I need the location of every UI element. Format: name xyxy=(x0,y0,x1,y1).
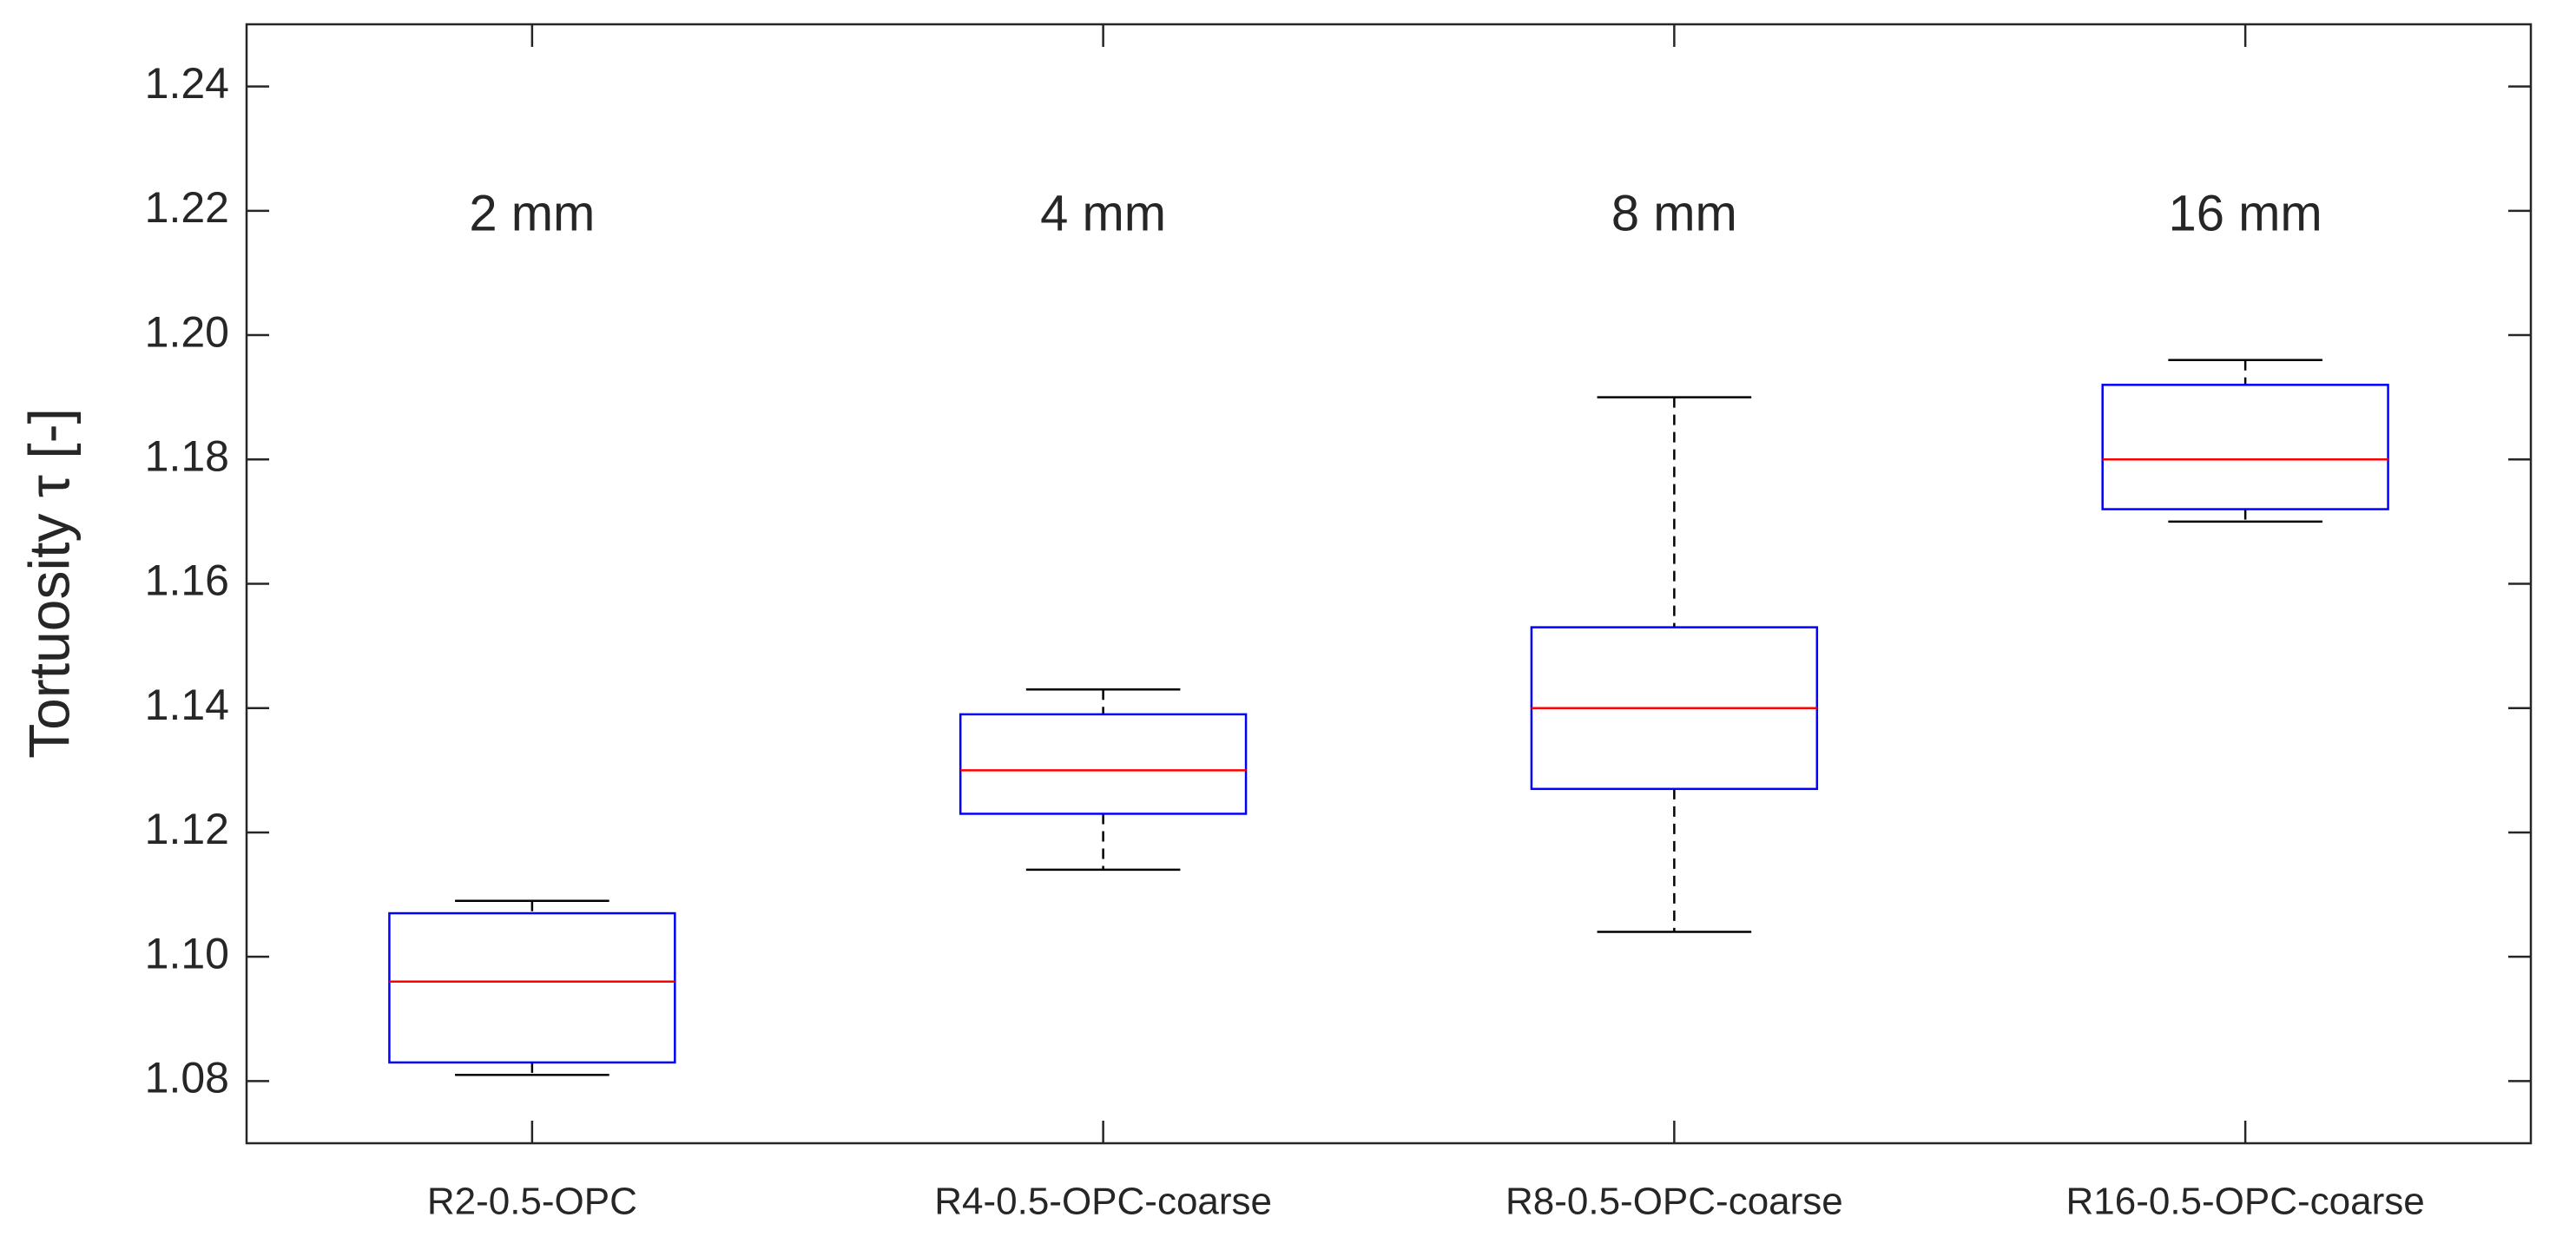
y-tick-label: 1.16 xyxy=(145,556,229,605)
x-tick-label: R2-0.5-OPC xyxy=(427,1181,637,1223)
annotation: 2 mm xyxy=(469,185,595,241)
x-tick-label: R4-0.5-OPC-coarse xyxy=(934,1181,1272,1223)
box xyxy=(959,713,1248,815)
y-tick-label: 1.18 xyxy=(145,431,229,480)
y-tick-label: 1.14 xyxy=(145,681,229,729)
y-tick-label: 1.10 xyxy=(145,929,229,977)
y-tick-label: 1.22 xyxy=(145,183,229,232)
annotation: 4 mm xyxy=(1040,185,1166,241)
annotation: 16 mm xyxy=(2168,185,2322,241)
annotation: 8 mm xyxy=(1611,185,1737,241)
y-tick-label: 1.20 xyxy=(145,307,229,356)
y-axis-label: Tortuosity τ [-] xyxy=(16,408,81,759)
y-tick-label: 1.12 xyxy=(145,805,229,853)
x-tick-label: R8-0.5-OPC-coarse xyxy=(1505,1181,1843,1223)
y-tick-label: 1.08 xyxy=(145,1054,229,1102)
box xyxy=(2101,384,2389,510)
x-tick-label: R16-0.5-OPC-coarse xyxy=(2065,1181,2424,1223)
y-tick-label: 1.24 xyxy=(145,59,229,108)
box xyxy=(388,911,676,1064)
